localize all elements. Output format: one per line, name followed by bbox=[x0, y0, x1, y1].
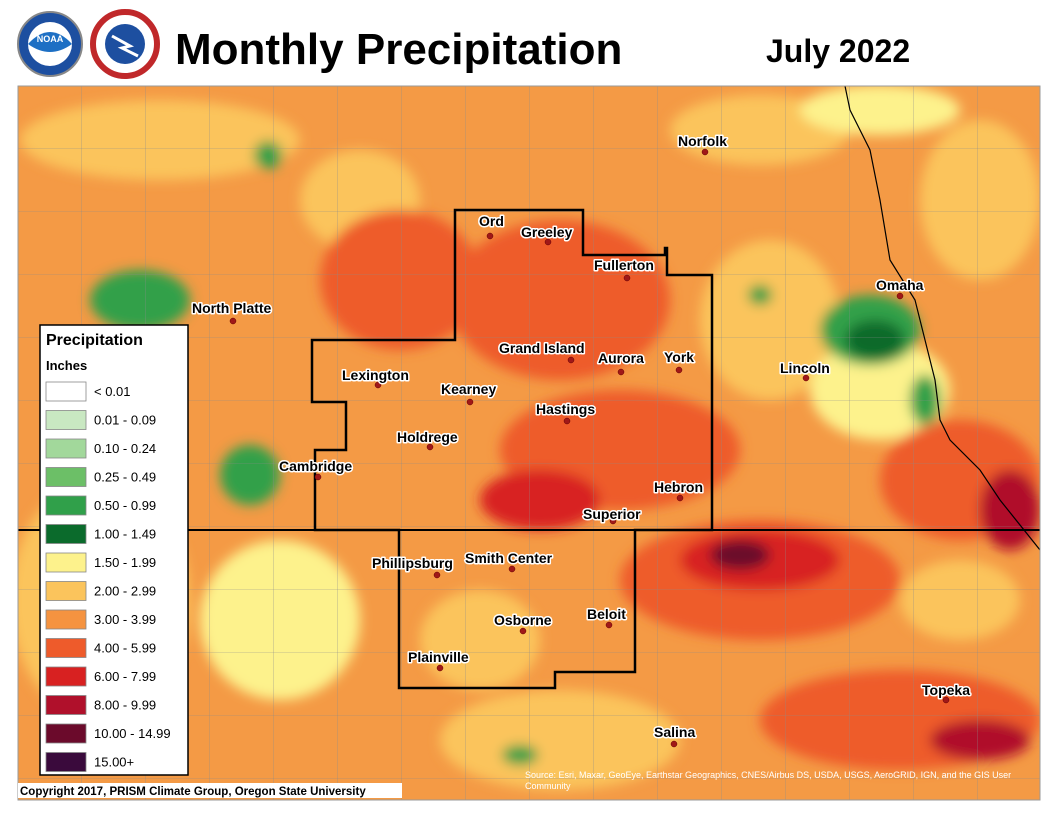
city-dot bbox=[508, 565, 516, 573]
legend-title: Precipitation bbox=[46, 332, 143, 349]
city-label: Lexington bbox=[342, 367, 409, 383]
city-dot bbox=[426, 443, 434, 451]
city-dot bbox=[605, 621, 613, 629]
logos: NOAA bbox=[17, 9, 160, 79]
city-label: Norfolk bbox=[678, 133, 727, 149]
city-dot bbox=[896, 292, 904, 300]
city-dot bbox=[466, 398, 474, 406]
legend-label: 8.00 - 9.99 bbox=[94, 698, 156, 713]
city-label: Grand Island bbox=[499, 340, 585, 356]
legend-label: 3.00 - 3.99 bbox=[94, 612, 156, 627]
city-dot bbox=[670, 740, 678, 748]
city-dot bbox=[701, 148, 709, 156]
legend-swatch bbox=[45, 581, 87, 601]
legend-label: 15.00+ bbox=[94, 755, 134, 770]
legend-units: Inches bbox=[46, 358, 87, 373]
cities: Norfolk Ord Greeley Fullerton Omaha North Pla… bbox=[191, 132, 972, 748]
legend-swatch bbox=[45, 410, 87, 430]
city-label: Phillipsburg bbox=[372, 555, 453, 571]
city-dot bbox=[567, 356, 575, 364]
city-dot bbox=[623, 274, 631, 282]
city-label: Fullerton bbox=[594, 257, 654, 273]
legend-swatch bbox=[45, 495, 87, 516]
city-label: York bbox=[664, 349, 694, 365]
title: Monthly Precipitation bbox=[175, 25, 622, 74]
legend-swatch bbox=[45, 609, 87, 630]
legend-swatch bbox=[45, 381, 87, 402]
legend-label: 0.10 - 0.24 bbox=[94, 441, 156, 456]
legend-label: 6.00 - 7.99 bbox=[94, 669, 156, 684]
city-label: Lincoln bbox=[780, 360, 830, 376]
city-dot bbox=[675, 366, 683, 374]
legend-items: < 0.01 0.01 - 0.09 0.10 - 0.24 0.25 - 0.49 0… bbox=[45, 381, 171, 772]
city-label: Salina bbox=[654, 724, 695, 740]
legend-label: 0.25 - 0.49 bbox=[94, 470, 156, 485]
legend-label: 1.50 - 1.99 bbox=[94, 555, 156, 570]
legend-label: < 0.01 bbox=[94, 384, 131, 399]
legend-swatch bbox=[45, 752, 87, 772]
city-dot bbox=[802, 374, 810, 382]
legend-swatch bbox=[45, 467, 87, 487]
legend-swatch bbox=[45, 524, 87, 544]
legend-swatch bbox=[45, 695, 87, 715]
legend-label: 4.00 - 5.99 bbox=[94, 641, 156, 656]
city-dot bbox=[617, 368, 625, 376]
legend-swatch bbox=[45, 552, 87, 573]
legend-swatch bbox=[45, 438, 87, 459]
legend-swatch bbox=[45, 666, 87, 687]
legend-label: 2.00 - 2.99 bbox=[94, 584, 156, 599]
city-label: Plainville bbox=[408, 649, 469, 665]
city-label: Hastings bbox=[536, 401, 595, 417]
city-label: Smith Center bbox=[465, 550, 553, 566]
city-label: Beloit bbox=[587, 606, 626, 622]
legend-label: 0.50 - 0.99 bbox=[94, 498, 156, 513]
city-dot bbox=[229, 317, 237, 325]
city-dot bbox=[436, 664, 444, 672]
city-label: Holdrege bbox=[397, 429, 458, 445]
legend-label: 10.00 - 14.99 bbox=[94, 726, 171, 741]
city-dot bbox=[486, 232, 494, 240]
city-dot bbox=[433, 571, 441, 579]
city-dot bbox=[942, 696, 950, 704]
copyright-bg bbox=[18, 783, 402, 798]
city-dot bbox=[314, 473, 322, 481]
city-label: Omaha bbox=[876, 277, 924, 293]
city-label: Hebron bbox=[654, 479, 703, 495]
city-label: Topeka bbox=[922, 682, 970, 698]
city-label: Osborne bbox=[494, 612, 552, 628]
city-label: Greeley bbox=[521, 224, 573, 240]
source-box: Source: Esri, Maxar, GeoEye, Earthstar G… bbox=[525, 770, 1012, 791]
city-label: Superior bbox=[583, 506, 641, 522]
legend-label: 0.01 - 0.09 bbox=[94, 413, 156, 428]
city-dot bbox=[374, 381, 382, 389]
city-dot bbox=[563, 417, 571, 425]
city-dot bbox=[519, 627, 527, 635]
city-dot bbox=[544, 238, 552, 246]
city-label: Cambridge bbox=[279, 458, 352, 474]
city-dot bbox=[609, 517, 617, 525]
copyright: Copyright 2017, PRISM Climate Group, Ore… bbox=[20, 786, 366, 798]
logo-text: NOAA bbox=[37, 34, 64, 44]
legend-swatch bbox=[45, 638, 87, 658]
source: Source: Esri, Maxar, GeoEye, Earthstar G… bbox=[525, 770, 1012, 791]
city-label: North Platte bbox=[192, 300, 272, 316]
legend-swatch bbox=[45, 723, 87, 744]
city-label: Aurora bbox=[598, 350, 644, 366]
legend-label: 1.00 - 1.49 bbox=[94, 527, 156, 542]
city-label: Kearney bbox=[441, 381, 496, 397]
date: July 2022 bbox=[766, 33, 910, 69]
city-label: Ord bbox=[479, 213, 504, 229]
city-dot bbox=[676, 494, 684, 502]
